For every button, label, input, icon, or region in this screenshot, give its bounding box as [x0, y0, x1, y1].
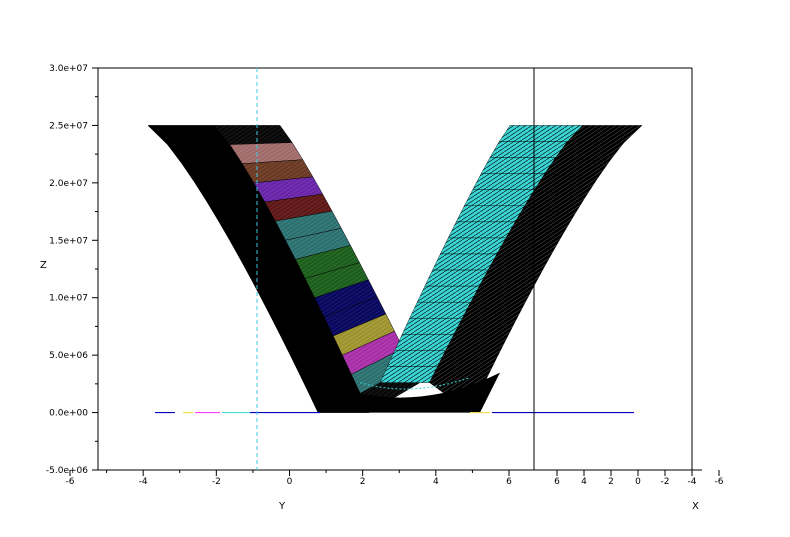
surface-band-left-dark	[181, 163, 255, 184]
surface-band-left-dark	[229, 240, 296, 260]
surface-hatch-left	[264, 194, 333, 222]
surface-band-right	[440, 237, 507, 255]
y-tick-label: -4	[139, 477, 148, 487]
surface-hatch-left	[214, 125, 293, 145]
z-tick-label: 0.0e+00	[49, 409, 88, 419]
surface-band-left-dark	[270, 316, 334, 337]
z-tick-label: 2.0e+07	[49, 179, 88, 189]
surface-trough	[300, 372, 500, 413]
surface-band-right	[409, 302, 472, 319]
surface-band-right	[394, 334, 455, 351]
surface-band-left-dark	[250, 278, 316, 298]
surface-plot	[147, 125, 643, 414]
y-tick-label: 4	[433, 477, 439, 487]
surface-hatch-left	[285, 228, 351, 260]
surface-band-left-dark	[206, 201, 276, 222]
x-tick-label: -6	[715, 477, 724, 487]
y-tick-label: -6	[66, 477, 75, 487]
surface-hatch-left	[333, 314, 395, 356]
surface-band-right	[416, 285, 480, 303]
x-tick-label: -4	[688, 477, 697, 487]
z-axis-ticks: -5.0e+06 0.0e+00 5.0e+06 1.0e+07 1.5e+07 2.0e…	[46, 64, 98, 476]
surface-band-left-dark	[218, 220, 286, 241]
y-tick-label: -2	[212, 477, 221, 487]
surface-hatch-left	[242, 159, 313, 183]
surface-band-right	[424, 269, 489, 287]
surface-hatch-left	[305, 262, 369, 298]
surface-band-left-dark	[194, 182, 266, 203]
surface-band-right	[455, 205, 526, 223]
z-axis-label: Z	[40, 260, 47, 271]
y-tick-label: 6	[506, 477, 512, 487]
z-tick-label: 1.0e+07	[49, 294, 88, 304]
surface-band-left-dark	[289, 354, 352, 375]
surface-hatch-left	[295, 245, 360, 279]
z-tick-label: 1.5e+07	[49, 236, 88, 246]
x-axis-ticks: 6 4 2 0 -2 -4 -6	[554, 470, 724, 487]
z-tick-label: 2.5e+07	[49, 121, 88, 131]
surface-hatch-left	[229, 142, 303, 164]
surface-hatch-left	[275, 211, 342, 241]
x-tick-label: 6	[554, 477, 560, 487]
y-tick-label: 2	[360, 477, 366, 487]
surface-band-left-dark	[166, 144, 243, 164]
y-axis-label: Y	[278, 501, 286, 512]
z-tick-label: 5.0e+06	[49, 351, 88, 361]
surface-band-right	[432, 253, 498, 271]
surface-band-right	[387, 350, 447, 367]
surface-hatch-left	[253, 176, 323, 202]
surface-band-right	[489, 141, 568, 158]
z-tick-label: 3.0e+07	[49, 64, 88, 74]
x-tick-label: 2	[608, 477, 614, 487]
surface-hatch-left	[324, 296, 386, 336]
surface-hatch-left	[314, 279, 378, 317]
x-tick-label: 4	[581, 477, 587, 487]
y-tick-label: 0	[287, 477, 293, 487]
surface-band-right	[401, 318, 463, 335]
x-tick-label: 0	[635, 477, 641, 487]
y-axis-ticks: -6 -4 -2 0 2 4 6	[66, 470, 512, 487]
surface-band-right	[447, 221, 516, 239]
surface-band-right	[379, 366, 438, 383]
surface-hatch-left	[342, 331, 404, 375]
surface-band-left-dark	[260, 297, 325, 318]
z-tick-label: -5.0e+06	[46, 466, 88, 476]
surface-trough-highlight	[359, 377, 471, 390]
x-tick-label: -2	[661, 477, 670, 487]
surface-band-right	[480, 157, 557, 174]
x-axis-label: X	[692, 501, 699, 512]
surface-band-left-dark	[239, 259, 306, 279]
surface-band-left-dark	[280, 335, 343, 356]
surface-band-right	[464, 189, 535, 206]
